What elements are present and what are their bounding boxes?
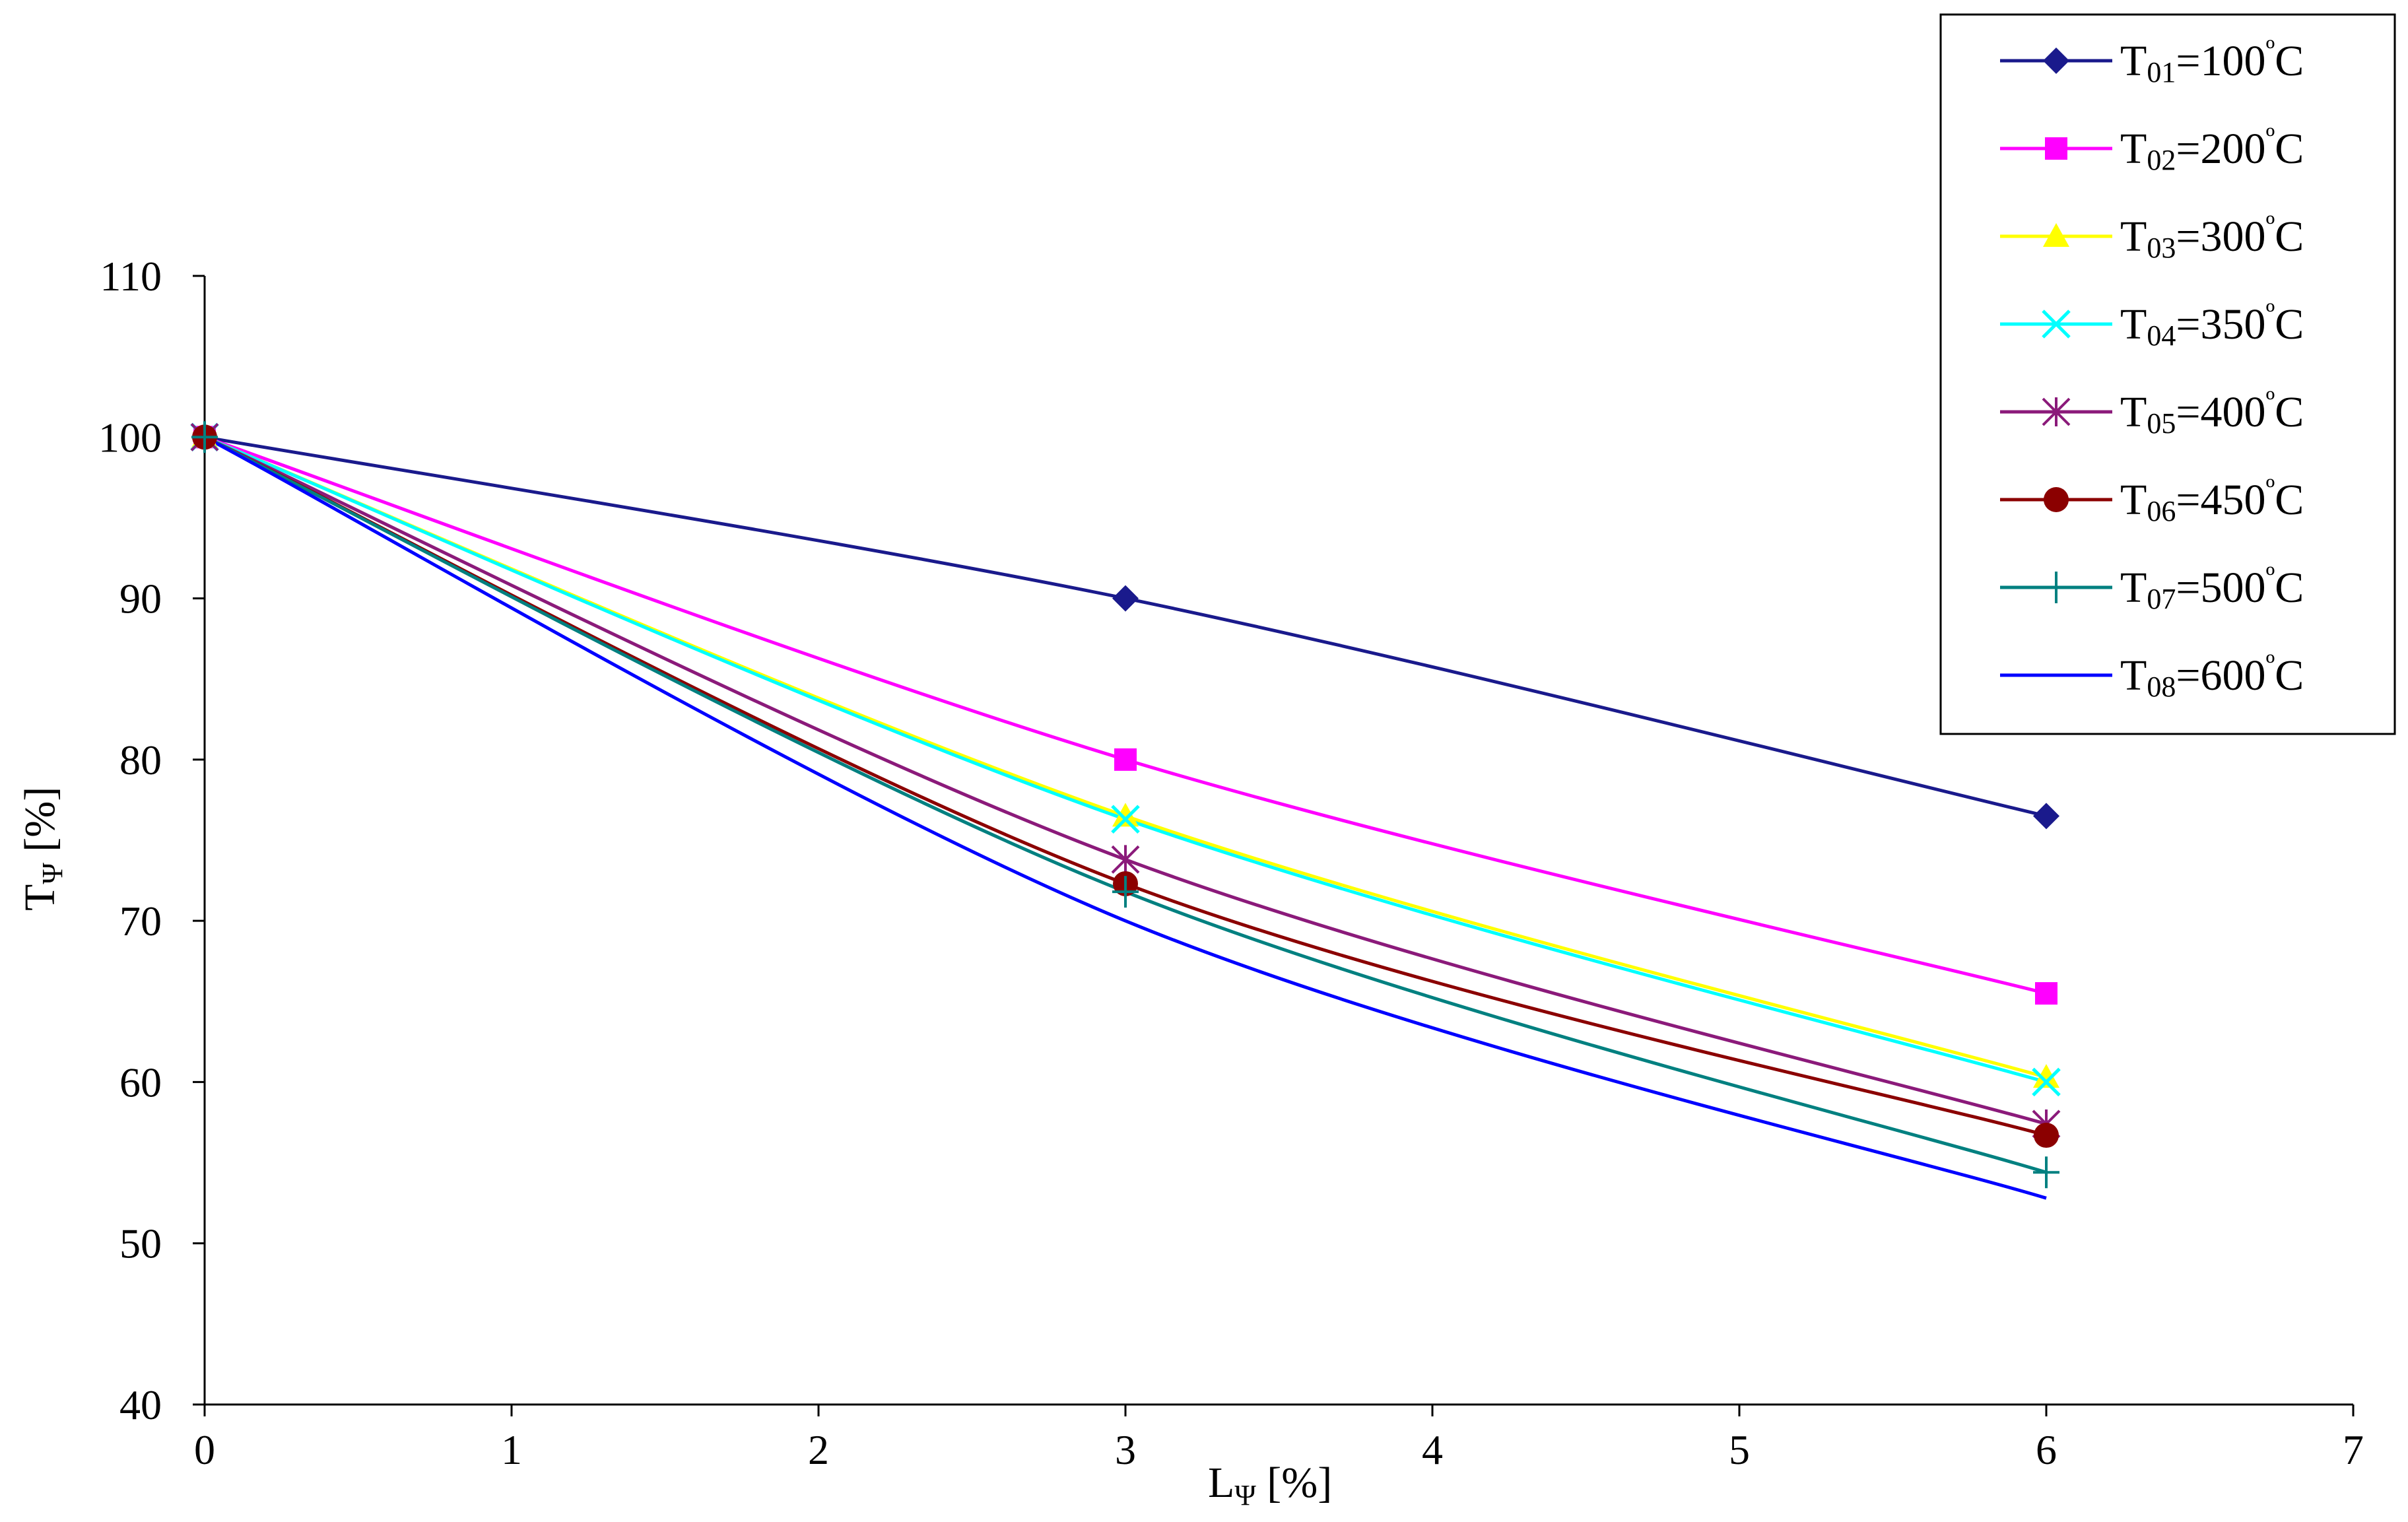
y-tick-label: 70 — [119, 898, 162, 944]
legend-item: T03=300ºC — [2000, 209, 2304, 264]
legend-item: T05=400ºC — [2000, 385, 2304, 440]
legend-label: T06=450ºC — [2120, 473, 2304, 527]
data-point — [2033, 803, 2059, 830]
legend-item: T02=200ºC — [2000, 121, 2304, 176]
y-tick-label: 80 — [119, 737, 162, 783]
x-tick-label: 2 — [808, 1426, 829, 1473]
series-line — [203, 436, 2047, 1137]
legend-label: T03=300ºC — [2120, 209, 2304, 264]
legend-label: T07=500ºC — [2120, 560, 2304, 615]
data-point — [1112, 803, 1139, 827]
data-point — [2034, 1123, 2059, 1148]
legend-marker — [2045, 137, 2067, 160]
y-tick-label: 60 — [119, 1059, 162, 1106]
x-tick-label: 3 — [1115, 1426, 1136, 1473]
x-axis-title: LΨ [%] — [1208, 1459, 1332, 1511]
data-point — [2035, 982, 2057, 1005]
data-point — [2033, 1064, 2059, 1088]
series-markers — [190, 421, 2061, 1189]
series-line — [203, 436, 2047, 1200]
x-tick-label: 7 — [2343, 1426, 2364, 1473]
x-tick-label: 6 — [2036, 1426, 2057, 1473]
data-point — [1111, 845, 1140, 875]
legend-label: T04=350ºC — [2120, 297, 2304, 352]
legend-label: T05=400ºC — [2120, 385, 2304, 440]
series-line — [203, 436, 2047, 1126]
y-tick-label: 110 — [100, 253, 162, 300]
data-point — [2032, 1067, 2061, 1097]
legend-marker — [2043, 223, 2069, 247]
legend-label: T01=100ºC — [2120, 34, 2304, 88]
data-point — [1114, 748, 1137, 771]
y-axis-title: TΨ [%] — [16, 787, 69, 911]
legend-label: T02=200ºC — [2120, 121, 2304, 176]
x-tick-label: 0 — [194, 1426, 215, 1473]
legend-item: T08=600ºC — [2000, 648, 2304, 703]
data-point — [2033, 1156, 2059, 1189]
legend-box — [1939, 13, 2396, 735]
data-point — [1112, 876, 1139, 908]
legend-item: T04=350ºC — [2000, 297, 2304, 352]
data-point — [191, 421, 218, 453]
data-point — [1111, 805, 1140, 834]
y-tick-label: 90 — [119, 576, 162, 622]
legend-marker — [2043, 48, 2069, 74]
x-tick-label: 1 — [501, 1426, 522, 1473]
legend-marker — [2042, 310, 2071, 339]
legend-marker — [2044, 487, 2069, 512]
data-point — [1112, 585, 1139, 612]
x-tick-label: 4 — [1422, 1426, 1443, 1473]
legend-item: T01=100ºC — [2000, 34, 2304, 88]
x-tick-label: 5 — [1729, 1426, 1750, 1473]
legend-item: T06=450ºC — [2000, 473, 2304, 527]
legend-item: T07=500ºC — [2000, 560, 2304, 615]
series-line — [204, 435, 2047, 995]
y-tick-label: 40 — [119, 1381, 162, 1428]
y-tick-label: 50 — [119, 1220, 162, 1267]
legend: T01=100ºC T02=200ºC T03=300ºC T04=350ºC T05=… — [1939, 13, 2396, 735]
legend-marker — [2042, 397, 2071, 426]
axes: 0 1 2 3 4 5 6 7 40 50 60 70 80 90 100 110 — [98, 253, 2364, 1473]
legend-label: T08=600ºC — [2120, 648, 2304, 703]
legend-marker — [2043, 572, 2069, 603]
y-tick-label: 100 — [98, 414, 162, 461]
